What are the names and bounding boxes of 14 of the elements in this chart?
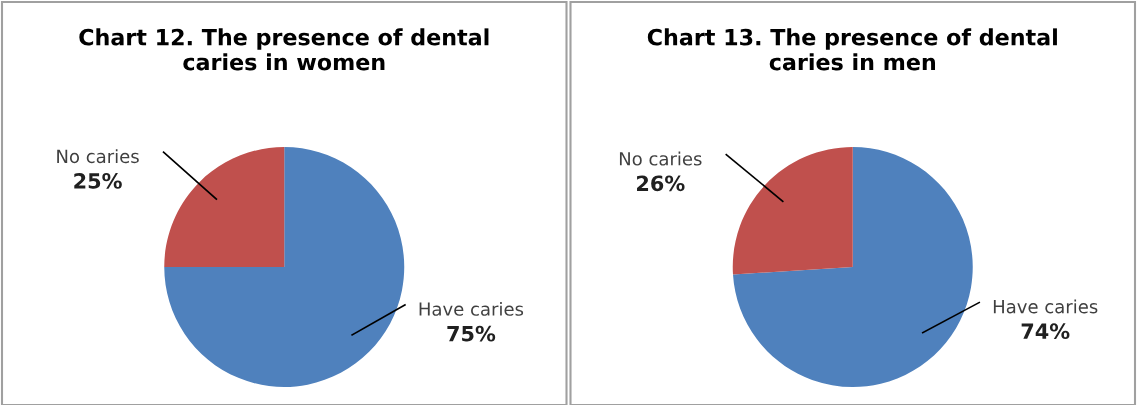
pie-slice (164, 147, 285, 267)
pie-slice (732, 147, 853, 275)
data-label: 26% (637, 175, 685, 192)
data-label: 25% (74, 173, 122, 189)
chart-title: Chart 13. The presence of dental caries in men (647, 28, 1057, 71)
data-label: 75% (447, 325, 496, 342)
data-label: 74% (1021, 323, 1070, 340)
chart-title: Chart 12. The presence of dental caries in women (79, 28, 489, 71)
slice-label: Have caries (993, 299, 1098, 314)
slice-label: Have caries (419, 301, 524, 316)
slice-label: No caries (619, 151, 702, 166)
slice-label: No caries (57, 149, 139, 164)
pie-slice (164, 147, 405, 387)
pie-slice (732, 147, 973, 387)
